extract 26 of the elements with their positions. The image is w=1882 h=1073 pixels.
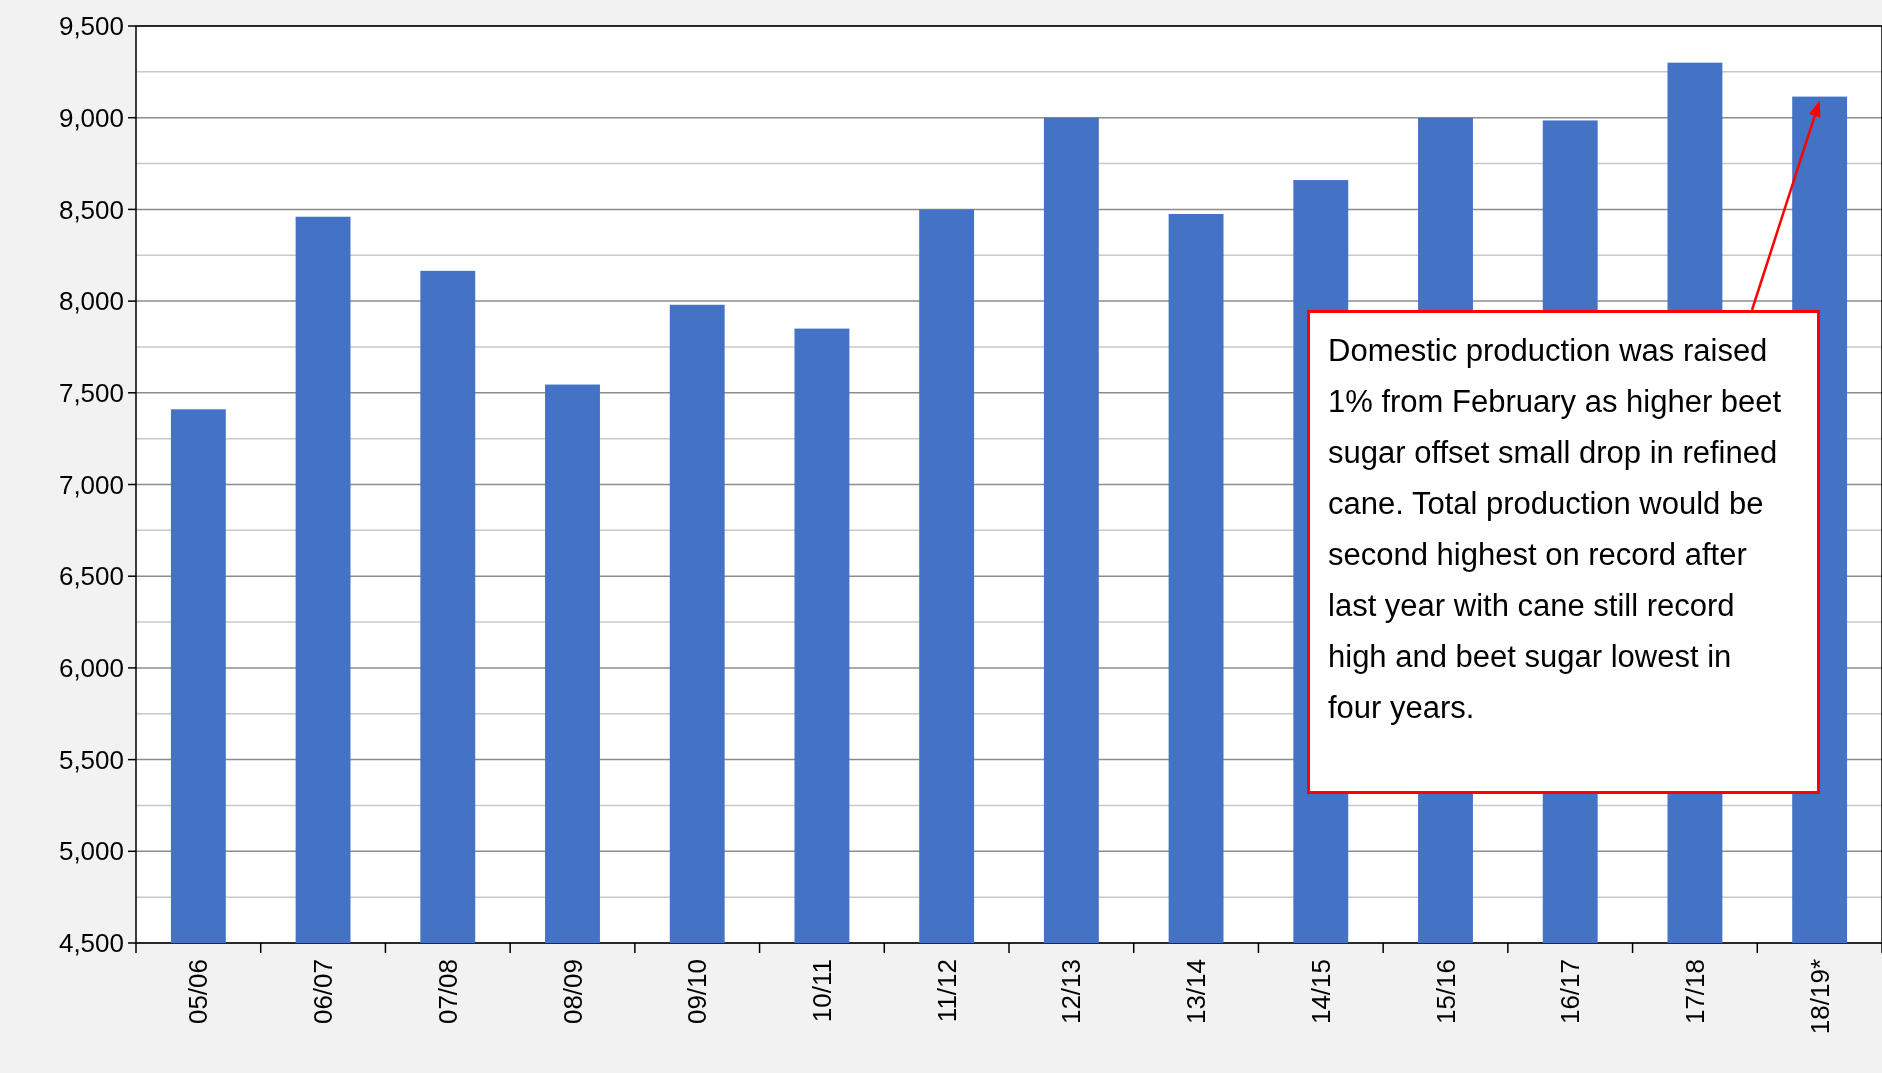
y-tick-label: 8,000: [58, 286, 124, 317]
y-tick-label: 8,500: [58, 194, 124, 225]
y-tick-label: 5,000: [58, 836, 124, 867]
x-tick-label: 13/14: [1181, 959, 1212, 1025]
y-tick-label: 9,500: [58, 11, 124, 42]
x-tick-label: 15/16: [1430, 959, 1461, 1025]
x-tick-label: 12/13: [1056, 959, 1087, 1025]
note-box: Domestic production was raised 1% from February as higher beet sugar offset small drop in refined cane. Total production would be second highest on record after last year with cane still record high and beet sugar lowest in four years.: [1307, 310, 1820, 794]
y-tick-label: 9,000: [58, 102, 124, 133]
x-tick-label: 06/07: [308, 959, 339, 1025]
x-tick-label: 05/06: [183, 959, 214, 1025]
x-tick-label: 08/09: [557, 959, 588, 1025]
y-tick-label: 7,000: [58, 469, 124, 500]
x-tick-label: 09/10: [682, 959, 713, 1025]
x-tick-label: 18/19*: [1804, 959, 1835, 1035]
y-tick-label: 5,500: [58, 744, 124, 775]
x-tick-label: 17/18: [1680, 959, 1711, 1025]
y-tick-label: 4,500: [58, 928, 124, 959]
x-tick-label: 16/17: [1555, 959, 1586, 1025]
y-tick-label: 7,500: [58, 377, 124, 408]
y-tick-label: 6,500: [58, 561, 124, 592]
x-tick-label: 11/12: [931, 959, 962, 1023]
x-tick-label: 10/11: [807, 959, 838, 1023]
x-tick-label: 14/15: [1305, 959, 1336, 1025]
y-tick-label: 6,000: [58, 653, 124, 683]
x-tick-label: 07/08: [432, 959, 463, 1025]
